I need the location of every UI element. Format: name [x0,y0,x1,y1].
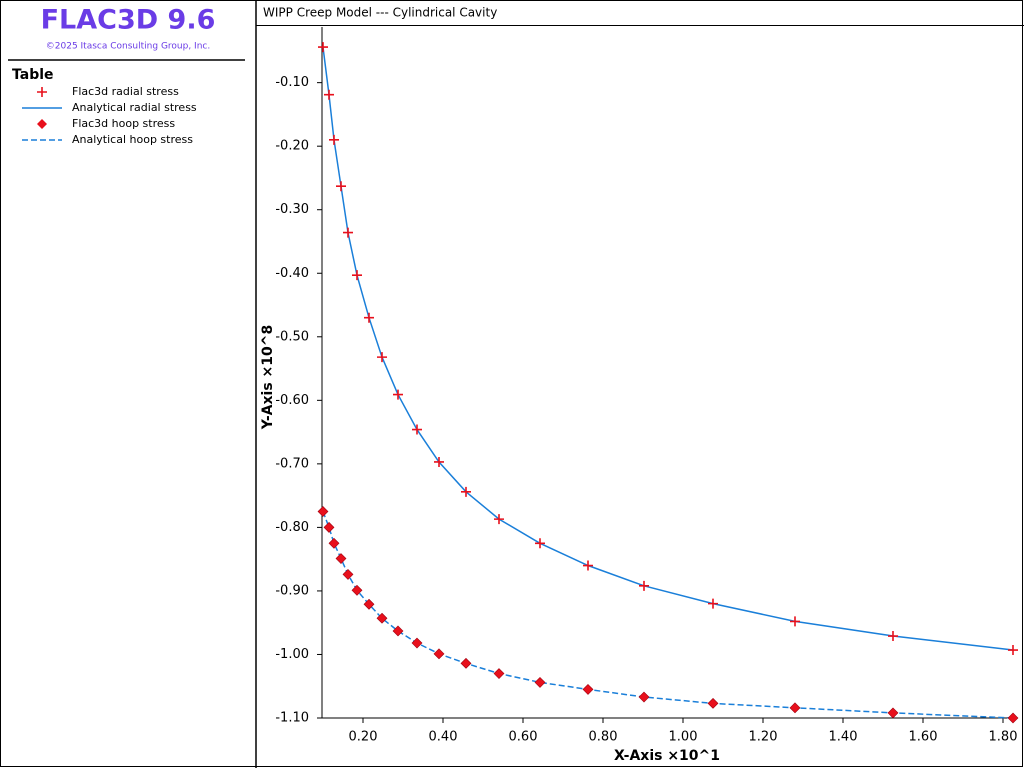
data-point [789,702,801,714]
data-point [392,625,404,637]
data-point [534,676,546,688]
legend-swatch [37,119,47,129]
x-tick-label: 0.60 [509,730,538,745]
y-tick-label: -0.80 [275,520,309,535]
x-tick-label: 1.20 [749,730,778,745]
legend-title: Table [12,67,54,83]
y-tick-label: -0.50 [275,329,309,344]
x-tick-label: 1.60 [909,730,938,745]
data-point [639,580,649,591]
data-point [790,616,800,627]
data-point [335,553,347,564]
data-point [318,42,328,53]
data-point [324,89,334,100]
data-point [638,691,650,703]
x-tick-label: 0.40 [429,730,458,745]
y-axis-label: Y-Axis ×10^8 [260,325,276,430]
data-point [494,514,504,525]
legend-label: Analytical hoop stress [72,133,193,146]
data-point [323,521,335,533]
copyright: ©2025 Itasca Consulting Group, Inc. [46,42,210,52]
legend-label: Flac3d radial stress [72,85,179,98]
y-tick-label: -0.30 [275,202,309,217]
legend-swatch [37,87,47,97]
data-point [336,181,346,192]
data-point [393,389,403,400]
data-point [434,456,444,467]
data-point [377,352,387,363]
x-tick-label: 1.40 [829,730,858,745]
data-point [351,584,363,596]
data-point [707,697,719,709]
y-tick-label: -0.20 [275,139,309,154]
y-tick-label: -1.10 [275,711,309,726]
x-tick-label: 1.00 [669,730,698,745]
data-point [583,560,593,571]
data-point [708,598,718,609]
data-point [352,270,362,281]
data-point [1007,712,1019,724]
y-tick-label: -0.40 [275,266,309,281]
series-line [322,47,1014,651]
data-point [376,612,388,624]
data-point [364,312,374,323]
data-point [888,631,898,642]
y-tick-label: -0.60 [275,393,309,408]
x-tick-label: 1.80 [989,730,1018,745]
legend-label: Flac3d hoop stress [72,117,175,130]
data-point [342,568,354,580]
data-point [329,134,339,145]
data-point [493,668,505,679]
x-axis-label: X-Axis ×10^1 [614,748,720,764]
data-point [328,537,340,549]
data-point [461,486,471,497]
y-tick-label: -0.70 [275,456,309,471]
app-title: FLAC3D 9.6 [41,5,216,36]
data-point [1008,645,1018,656]
data-point [363,598,375,610]
x-tick-label: 0.80 [589,730,618,745]
data-point [460,657,472,669]
data-point [412,424,422,435]
data-point [411,637,423,649]
chart-title: WIPP Creep Model --- Cylindrical Cavity [263,6,497,20]
legend-label: Analytical radial stress [72,101,197,114]
y-tick-label: -0.10 [275,75,309,90]
y-tick-label: -0.90 [275,583,309,598]
data-point [317,506,329,517]
x-tick-label: 0.20 [349,730,378,745]
data-point [582,683,594,695]
data-point [433,648,445,660]
data-point [887,707,899,719]
y-tick-label: -1.00 [275,647,309,662]
data-point [535,538,545,549]
data-point [343,227,353,238]
